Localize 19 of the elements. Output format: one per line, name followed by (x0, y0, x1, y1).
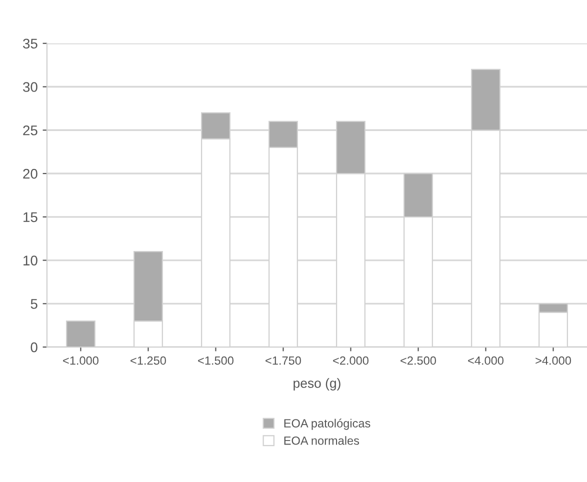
x-tick-label: <1.500 (198, 356, 234, 365)
x-tick-label: <2.500 (400, 356, 436, 365)
y-tick-label: 5 (30, 299, 38, 309)
y-tick-label: 30 (23, 82, 38, 92)
y-tick-label: 10 (24, 256, 38, 266)
x-tick-label: <1.750 (266, 356, 301, 365)
x-tick-label: <4.000 (468, 356, 504, 365)
y-tick-label: 35 (23, 38, 38, 49)
y-tick-label: 15 (24, 212, 38, 222)
y-tick-label: 25 (23, 125, 38, 136)
x-axis-title: peso (g) (294, 378, 340, 390)
x-tick-label: <1.250 (130, 356, 166, 365)
legend-label: EOA normales (284, 436, 360, 445)
y-tick-label: 0 (30, 342, 38, 352)
x-tick-label: >4.000 (536, 356, 572, 365)
y-tick-label: 20 (23, 168, 38, 179)
x-tick-label: <2.000 (333, 356, 368, 365)
x-tick-label: <1.000 (63, 356, 98, 365)
legend-label: EOA patológicas (284, 418, 370, 430)
